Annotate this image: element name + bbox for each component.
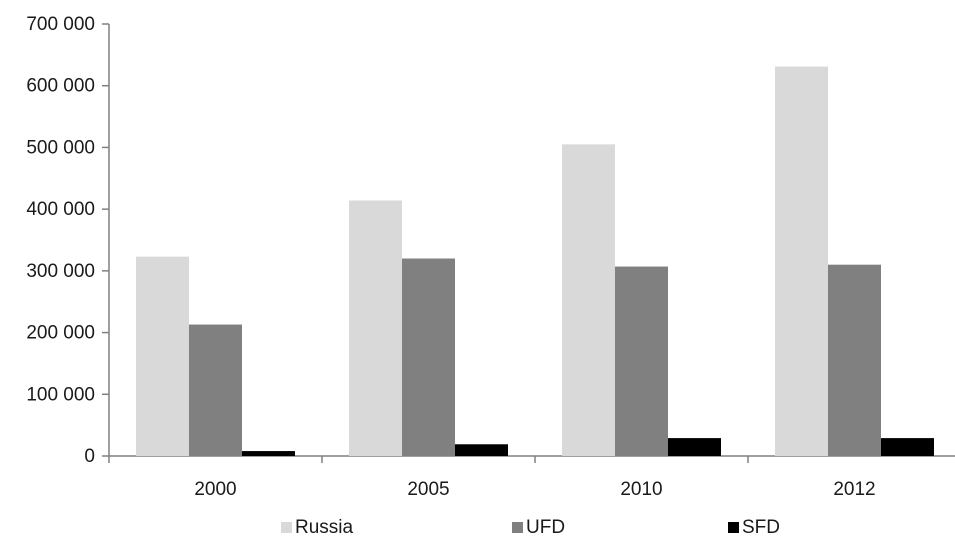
bar-russia-2000	[136, 256, 189, 456]
bar-russia-2005	[349, 200, 402, 456]
x-tick-label: 2000	[194, 479, 236, 500]
x-tick-label: 2005	[407, 479, 449, 500]
bar-sfd-2005	[455, 444, 508, 456]
bar-russia-2010	[562, 144, 615, 457]
bar-russia-2012	[775, 66, 828, 456]
legend-label-sfd: SFD	[742, 517, 780, 538]
legend-swatch-russia	[281, 522, 292, 533]
bar-ufd-2000	[189, 324, 242, 456]
bar-sfd-2000	[242, 451, 295, 456]
bars	[136, 66, 934, 457]
y-tick-label: 300 000	[26, 261, 95, 282]
bar-sfd-2012	[881, 438, 934, 456]
legend-label-russia: Russia	[295, 517, 354, 538]
y-axis: 0 100 000 200 000 300 000 400 000 500 000 600 …	[26, 14, 110, 467]
legend-label-ufd: UFD	[526, 517, 565, 538]
y-tick-label: 200 000	[26, 323, 95, 344]
bar-sfd-2010	[668, 438, 721, 456]
legend-swatch-ufd	[512, 522, 523, 533]
x-axis: 2000 2005 2010 2012	[108, 455, 955, 500]
y-tick-label: 100 000	[26, 384, 95, 405]
x-tick-label: 2010	[620, 479, 662, 500]
y-tick-label: 500 000	[26, 137, 95, 158]
bar-ufd-2005	[402, 258, 455, 456]
bar-ufd-2012	[828, 264, 881, 456]
legend-swatch-sfd	[728, 522, 739, 533]
x-tick-label: 2012	[833, 479, 875, 500]
y-tick-label: 600 000	[26, 76, 95, 97]
legend: Russia UFD SFD	[281, 517, 780, 538]
y-tick-label: 400 000	[26, 199, 95, 220]
y-tick-label: 700 000	[26, 14, 95, 35]
bar-ufd-2010	[615, 266, 668, 456]
y-tick-label: 0	[84, 446, 95, 467]
